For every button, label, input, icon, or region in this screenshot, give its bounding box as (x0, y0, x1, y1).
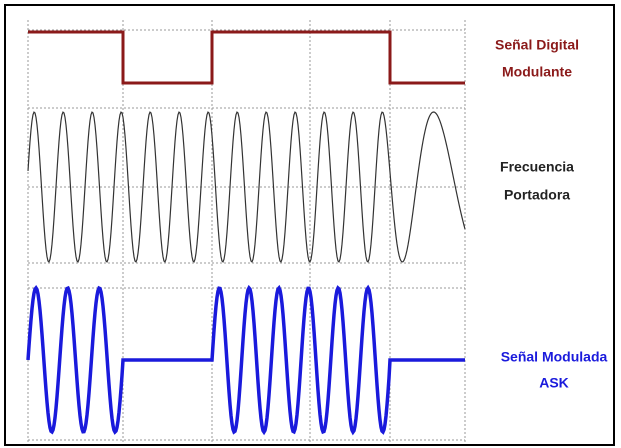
digital-signal (28, 30, 465, 85)
label: Portadora (504, 187, 570, 203)
label-ask: Señal Modulada ASK (501, 349, 608, 391)
label: Señal Modulada (501, 349, 608, 365)
label-carrier: Frecuencia Portadora (500, 159, 574, 203)
label: ASK (539, 375, 569, 391)
label: Frecuencia (500, 159, 574, 175)
label-digital: Señal Digital Modulante (495, 37, 579, 80)
ask-wave (26, 284, 465, 436)
label: Modulante (502, 64, 572, 80)
label: Señal Digital (495, 37, 579, 53)
carrier-wave (27, 111, 466, 263)
